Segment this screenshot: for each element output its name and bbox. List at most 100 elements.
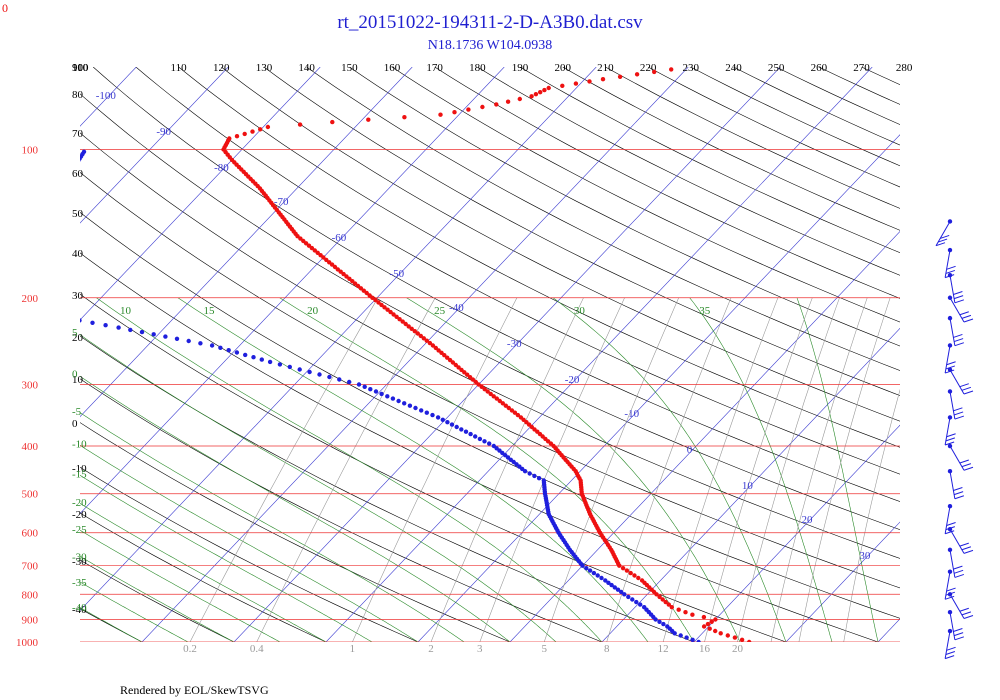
- moist-adiabat-line: [80, 555, 235, 642]
- temperature-point: [412, 329, 417, 334]
- dry-adiabat-line: [349, 67, 900, 347]
- dewpoint-point: [0, 272, 4, 276]
- dewpoint-point: [35, 225, 39, 229]
- dewpoint-point: [103, 323, 108, 328]
- dry-adiabat-line: [562, 67, 900, 231]
- temperature-point: [242, 131, 247, 137]
- mixing-ratio-line: [479, 297, 625, 642]
- temperature-point: [713, 617, 718, 622]
- dewpoint-point: [139, 329, 145, 335]
- dewpoint-point: [287, 364, 292, 370]
- temperature-point: [324, 257, 329, 263]
- temperature-point: [485, 389, 490, 394]
- wind-barb-feather: [963, 390, 974, 395]
- dewpoint-point: [57, 189, 61, 193]
- wind-barb-feather: [963, 466, 974, 471]
- moist-adiabat-label: -35: [72, 577, 87, 589]
- temperature-point: [503, 403, 508, 408]
- dewpoint-point: [435, 415, 441, 420]
- wind-barb-feather: [961, 386, 972, 391]
- temperature-point: [350, 279, 355, 284]
- dewpoint-point: [642, 605, 647, 610]
- dry-adiabat-label: 110: [171, 62, 188, 74]
- dry-adiabat-label: 240: [725, 62, 742, 74]
- temperature-point: [660, 597, 665, 602]
- dewpoint-point: [8, 261, 12, 265]
- dewpoint-point: [174, 336, 180, 341]
- dewpoint-point: [234, 350, 240, 355]
- temperature-point: [341, 271, 346, 277]
- dewpoint-point: [277, 362, 283, 367]
- dewpoint-point: [80, 318, 82, 323]
- dewpoint-point: [626, 594, 631, 600]
- dry-adiabat-line: [221, 67, 900, 422]
- wind-barb-feather: [959, 311, 969, 316]
- temperature-point: [473, 379, 478, 385]
- dewpoint-point: [39, 218, 43, 222]
- wind-barb-feather: [953, 295, 964, 300]
- isobar-label: 700: [22, 561, 39, 573]
- isotherm-line: [80, 67, 321, 321]
- wind-barb-feather: [953, 411, 964, 416]
- temperature-point: [518, 415, 524, 420]
- dewpoint-point: [379, 391, 384, 397]
- dewpoint-point: [29, 307, 33, 311]
- dewpoint-point: [64, 316, 68, 320]
- dry-adiabat-label: 130: [256, 62, 273, 74]
- temperature-point: [332, 264, 338, 270]
- dry-adiabat-line: [519, 67, 900, 253]
- wind-barb-feather: [954, 636, 965, 641]
- dewpoint-point: [33, 227, 37, 231]
- mixing-ratio-line: [662, 297, 779, 642]
- temperature-point: [379, 302, 384, 308]
- temperature-point: [466, 107, 471, 112]
- isotherm-label: -10: [624, 408, 639, 420]
- dewpoint-point: [41, 215, 45, 219]
- dewpoint-point: [56, 192, 60, 196]
- dewpoint-point: [541, 478, 546, 483]
- grid-lines: [80, 67, 900, 642]
- dry-adiabat-line: [477, 67, 900, 276]
- isotherm-line: [877, 618, 900, 642]
- dry-adiabat-line: [80, 422, 511, 642]
- dewpoint-point: [665, 624, 670, 629]
- dewpoint-point: [54, 194, 58, 198]
- dry-adiabat-line: [178, 67, 900, 448]
- temperature-point: [669, 67, 674, 72]
- dewpoint-point: [15, 251, 19, 255]
- dewpoint-point: [347, 379, 352, 385]
- mixing-ratio-line: [704, 297, 813, 642]
- wind-barb-feather: [946, 646, 956, 651]
- temperature-point: [382, 305, 387, 310]
- wind-barb-station: [947, 415, 953, 420]
- dewpoint-point: [591, 570, 597, 576]
- temperature-point: [705, 621, 711, 627]
- temperature-point: [542, 87, 547, 93]
- dry-adiabat-label: 230: [683, 62, 700, 74]
- dewpoint-point: [678, 633, 683, 638]
- dewpoint-point: [151, 332, 156, 337]
- isotherm-line: [80, 67, 505, 515]
- isotherm-label: 0: [687, 444, 693, 456]
- dewpoint-point: [243, 352, 248, 358]
- dry-adiabat-line: [818, 67, 900, 105]
- moist-adiabat-label: 25: [434, 305, 446, 317]
- dewpoint-point: [337, 377, 342, 382]
- isotherm-label: -80: [214, 162, 229, 174]
- temperature-point: [406, 324, 411, 329]
- moist-adiabat-label: -40: [72, 602, 87, 614]
- moist-adiabat-label: 20: [307, 305, 319, 317]
- isotherm-label: -20: [565, 374, 580, 386]
- wind-barb-feather: [945, 269, 956, 274]
- dewpoint-point: [459, 427, 464, 432]
- mixing-ratio-line: [352, 297, 518, 642]
- wind-barb-feather: [963, 615, 974, 619]
- temperature-point: [367, 293, 372, 298]
- dewpoint-point: [440, 417, 445, 422]
- dry-adiabat-label: -40: [72, 604, 87, 616]
- dewpoint-point: [477, 436, 483, 442]
- dewpoint-point: [402, 401, 407, 406]
- dewpoint-point: [60, 184, 64, 188]
- dewpoint-point: [34, 309, 38, 313]
